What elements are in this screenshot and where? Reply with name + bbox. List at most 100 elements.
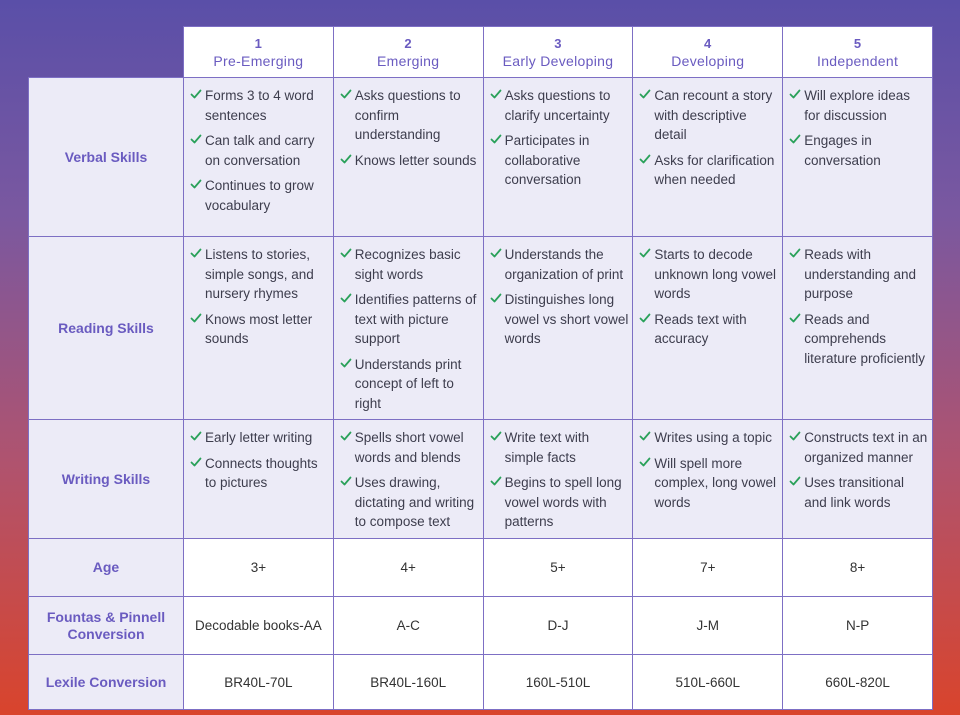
skill-item-text: Forms 3 to 4 word sentences — [205, 88, 314, 123]
level-name: Early Developing — [502, 52, 614, 69]
skill-item-text: Begins to spell long vowel words with pa… — [504, 475, 622, 529]
skill-cell: Early letter writing Connects thoughts to… — [183, 419, 334, 539]
row-header: Reading Skills — [28, 236, 184, 420]
check-icon — [639, 154, 651, 163]
skill-item: Knows letter sounds — [340, 151, 479, 171]
lexile-value: 660L-820L — [782, 654, 933, 710]
skill-item: Begins to spell long vowel words with pa… — [490, 473, 629, 532]
lexile-value: 160L-510L — [482, 654, 634, 710]
check-icon — [789, 134, 801, 144]
level-header: 1 Pre-Emerging — [183, 26, 334, 78]
check-icon — [190, 89, 202, 99]
skill-item: Understands print concept of left to rig… — [340, 355, 479, 414]
skill-cell: Forms 3 to 4 word sentences Can talk and … — [183, 77, 334, 237]
age-value: 4+ — [332, 538, 484, 597]
skill-item-text: Write text with simple facts — [504, 430, 590, 465]
skill-item-text: Identifies patterns of text with picture… — [354, 292, 477, 346]
skill-item: Reads text with accuracy — [639, 310, 778, 349]
fp-value: D-J — [482, 596, 634, 655]
check-icon — [789, 248, 801, 258]
skill-cell: Understands the organization of print Dis… — [482, 236, 634, 420]
skill-item: Participates in collaborative conversati… — [490, 131, 629, 190]
skill-item: Listens to stories, simple songs, and nu… — [190, 245, 329, 304]
level-header: 2 Emerging — [332, 26, 484, 78]
skill-item: Starts to decode unknown long vowel word… — [639, 245, 778, 304]
skill-item: Spells short vowel words and blends — [340, 428, 479, 467]
skill-item-text: Participates in collaborative conversati… — [504, 133, 590, 187]
level-header-row: 1 Pre-Emerging 2 Emerging 3 Early Developin… — [29, 26, 933, 78]
skill-cell: Asks questions to confirm understanding K… — [332, 77, 484, 237]
skill-item-text: Spells short vowel words and blends — [354, 430, 464, 465]
skill-item: Asks for clarification when needed — [639, 151, 778, 190]
skill-item-text: Knows letter sounds — [354, 152, 477, 168]
skill-item-text: Understands print concept of left to rig… — [354, 356, 462, 411]
skill-item-text: Listens to stories, simple songs, and nu… — [205, 247, 314, 301]
skill-row-reading: Reading Skills Listens to stories, simpl… — [28, 236, 933, 420]
check-icon — [190, 179, 202, 189]
level-name: Emerging — [377, 52, 440, 69]
skill-item: Asks questions to clarify uncertainty — [490, 86, 629, 125]
check-icon — [490, 248, 501, 258]
skill-item: Can talk and carry on conversation — [190, 131, 329, 170]
row-header: Fountas & Pinnell Conversion — [28, 596, 184, 655]
skill-cell: Listens to stories, simple songs, and nu… — [183, 236, 334, 420]
check-icon — [190, 431, 202, 441]
lexile-row: Lexile Conversion BR40L-70L BR40L-160L 1… — [28, 654, 933, 710]
skill-cell: Starts to decode unknown long vowel word… — [632, 236, 784, 420]
skill-cell: Spells short vowel words and blends Uses … — [332, 419, 484, 539]
level-header: 4 Developing — [632, 26, 784, 78]
level-header: 5 Independent — [782, 26, 933, 78]
reading-levels-table-container: 1 Pre-Emerging 2 Emerging 3 Early Developin… — [28, 26, 933, 710]
skill-item-text: Uses transitional and link words — [804, 475, 904, 510]
check-icon — [639, 89, 651, 99]
skill-item: Uses drawing, dictating and writing to c… — [340, 473, 479, 532]
age-value: 7+ — [632, 538, 784, 597]
skill-item-text: Uses drawing, dictating and writing to c… — [354, 475, 475, 529]
level-number: 2 — [404, 35, 412, 51]
skill-item-text: Engages in conversation — [804, 133, 881, 168]
check-icon — [340, 89, 352, 99]
check-icon — [190, 248, 202, 258]
check-icon — [490, 293, 501, 303]
skill-item: Will spell more complex, long vowel word… — [639, 454, 778, 513]
check-icon — [190, 134, 202, 144]
row-header: Age — [28, 538, 184, 597]
skill-cell: Recognizes basic sight words Identifies p… — [332, 236, 484, 420]
skill-item: Early letter writing — [190, 428, 329, 448]
check-icon — [789, 89, 801, 99]
skill-cell: Can recount a story with descriptive det… — [632, 77, 784, 237]
skill-cell: Asks questions to clarify uncertainty Par… — [482, 77, 634, 237]
age-value: 8+ — [782, 538, 933, 597]
check-icon — [639, 431, 651, 441]
skill-item: Connects thoughts to pictures — [190, 454, 329, 493]
skill-item: Distinguishes long vowel vs short vowel … — [490, 290, 628, 349]
skill-item: Reads and comprehends literature profici… — [789, 310, 928, 369]
check-icon — [490, 476, 501, 486]
level-header: 3 Early Developing — [482, 26, 634, 78]
check-icon — [190, 313, 202, 322]
skill-item: Constructs text in an organized manner — [789, 428, 928, 467]
check-icon — [639, 248, 651, 258]
skill-cell: Writes using a topic Will spell more comp… — [632, 419, 784, 539]
skill-item-text: Asks for clarification when needed — [654, 152, 775, 188]
fountas-pinnell-row: Fountas & Pinnell Conversion Decodable b… — [28, 596, 933, 655]
skill-item-text: Continues to grow vocabulary — [205, 178, 314, 213]
skill-item-text: Constructs text in an organized manner — [804, 430, 928, 465]
row-header: Writing Skills — [28, 419, 184, 539]
skill-item: Continues to grow vocabulary — [190, 176, 329, 215]
check-icon — [340, 431, 352, 441]
check-icon — [639, 313, 651, 322]
level-number: 4 — [704, 35, 712, 51]
skill-row-writing: Writing Skills Early letter writing Conne… — [28, 419, 933, 539]
check-icon — [789, 313, 801, 322]
check-icon — [340, 293, 352, 303]
age-row: Age 3+ 4+ 5+ 7+ 8+ — [28, 538, 933, 597]
skill-item: Engages in conversation — [789, 131, 928, 170]
skill-item: Uses transitional and link words — [789, 473, 928, 512]
skill-item-text: Recognizes basic sight words — [354, 247, 461, 282]
skill-item: Knows most letter sounds — [190, 310, 329, 349]
check-icon — [789, 431, 801, 441]
row-header: Verbal Skills — [28, 77, 184, 237]
skill-item: Asks questions to confirm understanding — [340, 86, 479, 145]
skill-item: Forms 3 to 4 word sentences — [190, 86, 329, 125]
